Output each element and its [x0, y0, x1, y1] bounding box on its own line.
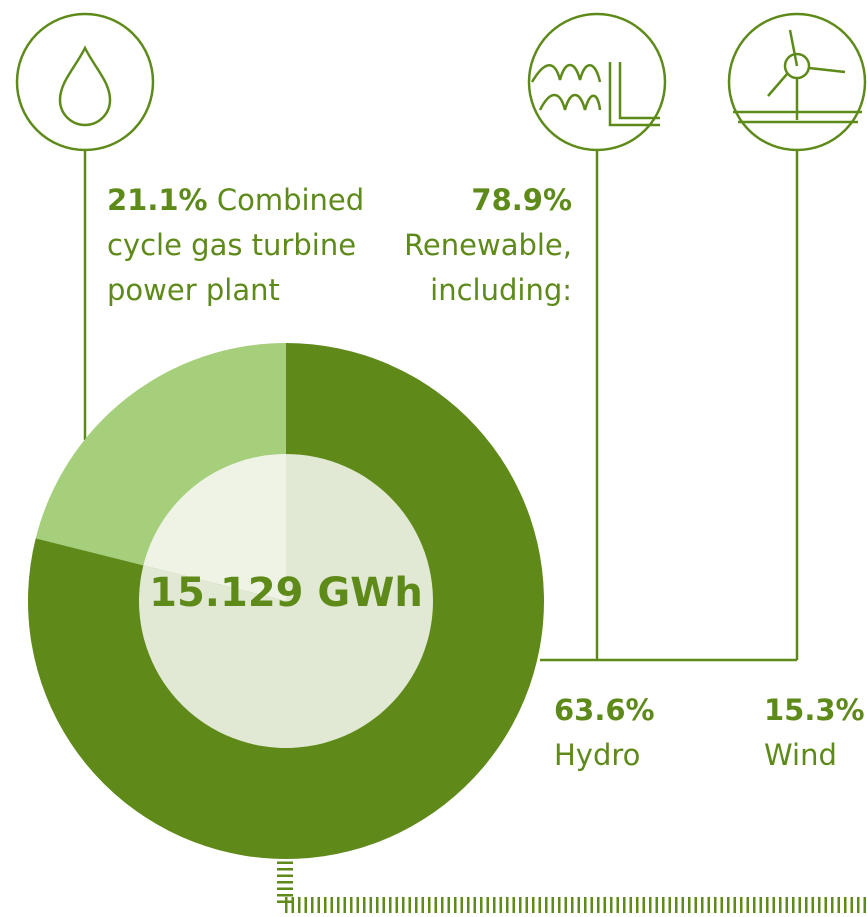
renewable-label: 78.9% Renewable, including: — [382, 178, 572, 313]
category-label: Combined cycle gas turbine power plant — [107, 183, 365, 307]
waves — [530, 62, 660, 127]
value-label: 21.1% — [107, 183, 208, 217]
drop — [58, 45, 112, 127]
value-label: 78.9% — [471, 183, 572, 217]
gas-label: 21.1% Combined cycle gas turbine power p… — [107, 178, 382, 313]
icons — [15, 12, 867, 913]
turbine — [733, 29, 862, 124]
inner-segment — [138, 454, 433, 748]
hydro-label: 63.6% Hydro — [554, 688, 655, 778]
center-label: 15.129 GWh — [149, 570, 423, 616]
hub — [783, 52, 811, 80]
value-label: 63.6% — [554, 693, 655, 727]
value-label: 15.3% — [764, 693, 865, 727]
category-label: Hydro — [554, 738, 641, 772]
gas-icon — [15, 12, 155, 152]
category-label: Renewable, including: — [404, 228, 572, 307]
wind-label: 15.3% Wind — [764, 688, 865, 778]
hydro-icon — [527, 12, 667, 152]
inner-segment — [143, 454, 286, 601]
category-label: Wind — [764, 738, 837, 772]
